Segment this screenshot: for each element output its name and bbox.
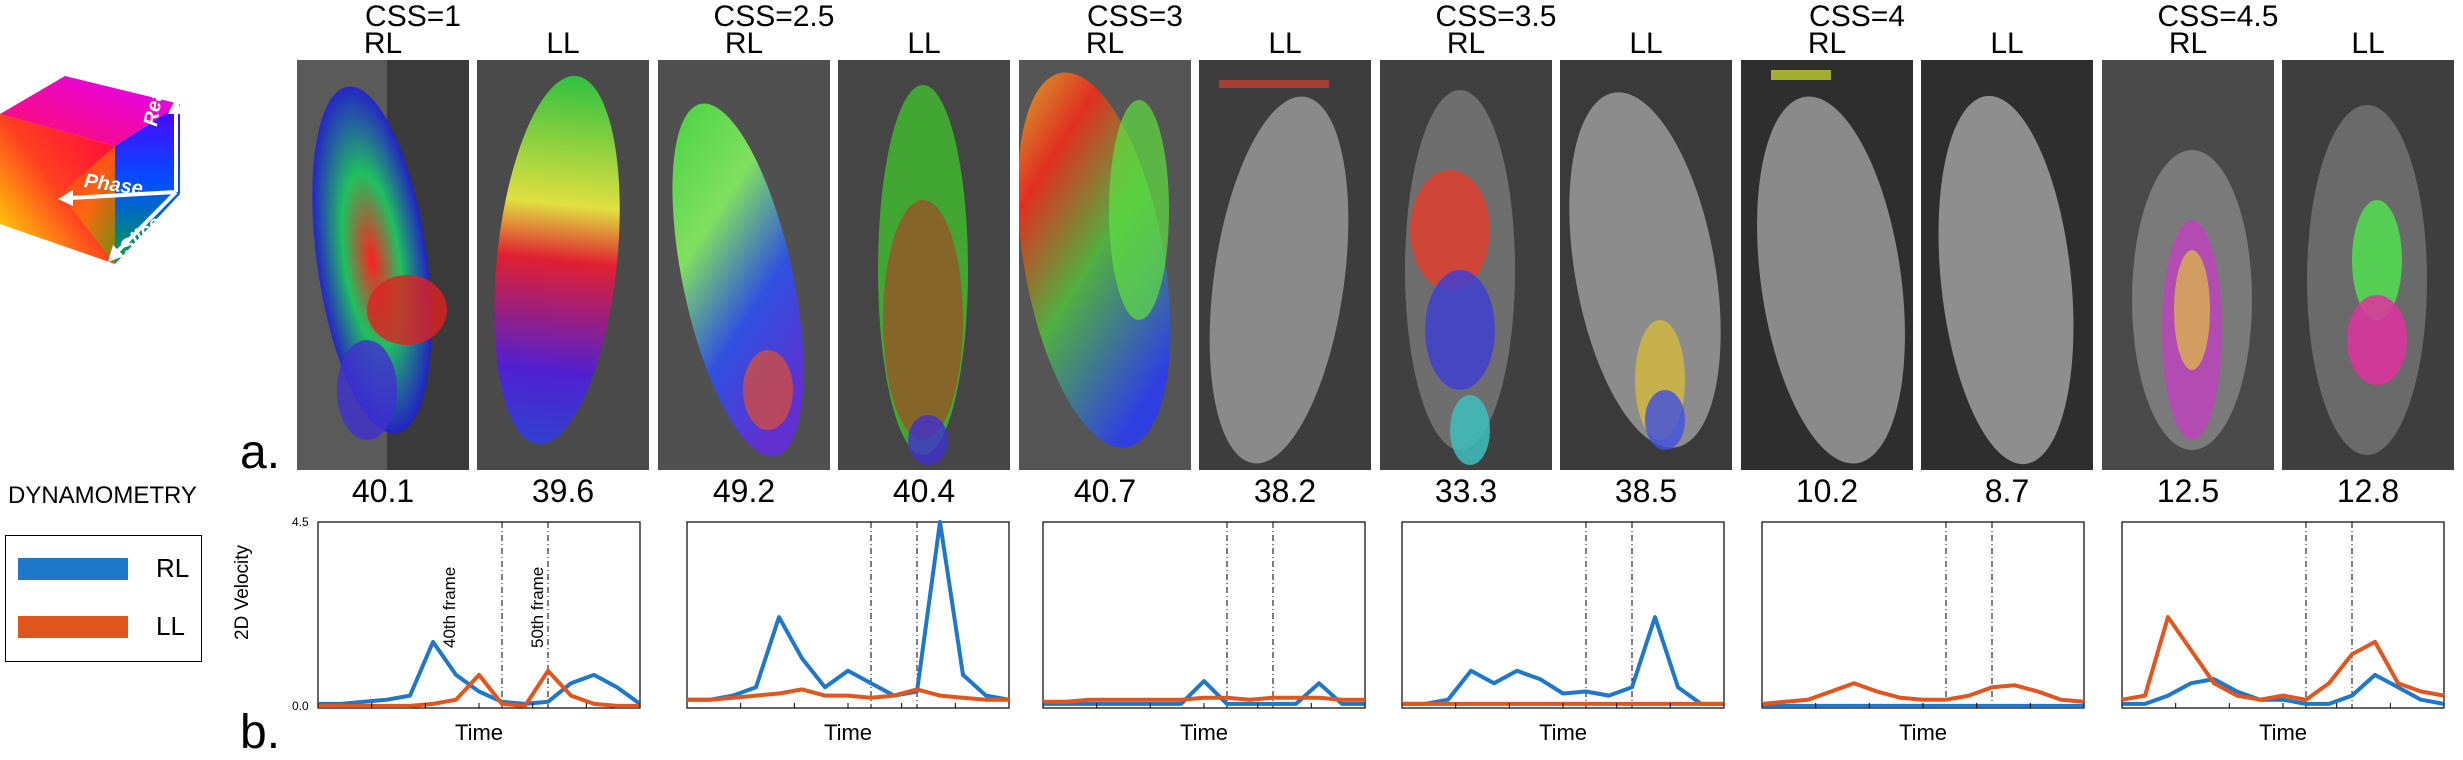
score-css1-rl: 40.1 (351, 473, 415, 509)
mri-image-css4.5-ll (2282, 60, 2454, 470)
series-line-ll (1761, 681, 2085, 706)
plot-frame (317, 521, 641, 709)
y-tick-max: 4.5 (292, 515, 309, 529)
y-axis-label: 2D Velocity (232, 544, 253, 640)
x-axis-label: Time (824, 720, 872, 745)
series-line-rl (318, 639, 642, 706)
annotation-50th-frame: 50th frame (528, 566, 547, 648)
rl-label-2: RL (724, 27, 764, 60)
x-axis-label: Time (2259, 720, 2307, 745)
score-css3-ll: 38.2 (1253, 473, 1317, 509)
score-css2.5-ll: 40.4 (892, 473, 956, 509)
mri-image-css3-ll (1199, 60, 1371, 470)
x-axis-label: Time (1180, 720, 1228, 745)
series-line-ll (687, 687, 1009, 702)
rl-label-5: RL (1807, 27, 1847, 60)
mri-image-css3.5-ll (1560, 60, 1732, 470)
annotation-40th-frame: 40th frame (440, 566, 459, 648)
mri-image-css1-ll (477, 60, 649, 470)
velocity-plot-6: Time (2121, 521, 2445, 745)
panel-a-label: a. (240, 426, 281, 479)
velocity-plot-5: Time (1761, 521, 2085, 745)
mri-image-css4-ll (1921, 60, 2093, 470)
series-line-rl (1402, 615, 1724, 706)
score-css4-ll: 8.7 (1984, 473, 2030, 509)
rl-label-6: RL (2168, 27, 2208, 60)
color-cube-icon (0, 76, 184, 264)
ll-label-4: LL (1629, 27, 1663, 60)
mri-image-css1-rl (297, 60, 469, 470)
dynamometry-heading: DYNAMOMETRY (8, 482, 197, 509)
ll-label-2: LL (907, 27, 941, 60)
series-line-rl (687, 520, 1010, 702)
velocity-plot-3: Time (1042, 521, 1366, 745)
mri-image-css3-rl (1019, 60, 1191, 470)
score-css3.5-rl: 33.3 (1434, 473, 1498, 509)
css-heading-2: CSS=2.5 (713, 0, 835, 33)
mri-image-css3.5-rl (1380, 60, 1552, 470)
score-css2.5-rl: 49.2 (712, 473, 776, 509)
ll-label-5: LL (1990, 27, 2024, 60)
score-css4-rl: 10.2 (1795, 473, 1859, 509)
y-tick-min: 0.0 (292, 699, 309, 713)
orientation-cube: Readout Phase Slice (0, 45, 200, 274)
legend-ll-label: LL (156, 611, 185, 641)
css-heading-1: CSS=1 (365, 0, 461, 33)
ll-label-3: LL (1268, 27, 1302, 60)
series-line-ll (2121, 615, 2445, 702)
series-line-rl (2122, 672, 2445, 706)
plot-frame (1042, 521, 1366, 709)
ll-label-6: LL (2351, 27, 2385, 60)
css-heading-6: CSS=4.5 (2157, 0, 2279, 33)
plot-frame (1761, 521, 2085, 709)
css-heading-4: CSS=3.5 (1435, 0, 1557, 33)
legend-rl-swatch (18, 558, 128, 580)
score-css3-rl: 40.7 (1073, 473, 1137, 509)
velocity-plot-1: Time (317, 521, 642, 745)
legend: RL LL (5, 535, 202, 662)
plot-frame (2121, 521, 2445, 709)
velocity-plot-4: Time (1401, 521, 1725, 745)
plot-frame (686, 521, 1010, 709)
mri-image-css4-rl (1741, 60, 1913, 470)
rl-label-4: RL (1446, 27, 1486, 60)
x-axis-label: Time (455, 720, 503, 745)
mri-image-css2.5-rl (658, 60, 830, 470)
css-heading-5: CSS=4 (1809, 0, 1905, 33)
rl-label-3: RL (1085, 27, 1125, 60)
score-css4.5-ll: 12.8 (2336, 473, 2400, 509)
score-css4.5-rl: 12.5 (2156, 473, 2220, 509)
series-line-ll (1043, 695, 1365, 704)
score-css1-ll: 39.6 (531, 473, 595, 509)
legend-rl-label: RL (156, 553, 190, 583)
mri-image-css4.5-rl (2102, 60, 2274, 470)
score-css3.5-ll: 38.5 (1614, 473, 1678, 509)
rl-label-1: RL (363, 27, 403, 60)
mri-image-css2.5-ll (838, 60, 1010, 470)
x-axis-label: Time (1539, 720, 1587, 745)
plot-frame (1401, 521, 1725, 709)
x-axis-label: Time (1899, 720, 1947, 745)
panel-b-label: b. (240, 706, 281, 759)
legend-ll-swatch (18, 616, 128, 638)
css-heading-3: CSS=3 (1087, 0, 1183, 33)
ll-label-1: LL (546, 27, 580, 60)
velocity-plot-2: Time (686, 520, 1010, 745)
